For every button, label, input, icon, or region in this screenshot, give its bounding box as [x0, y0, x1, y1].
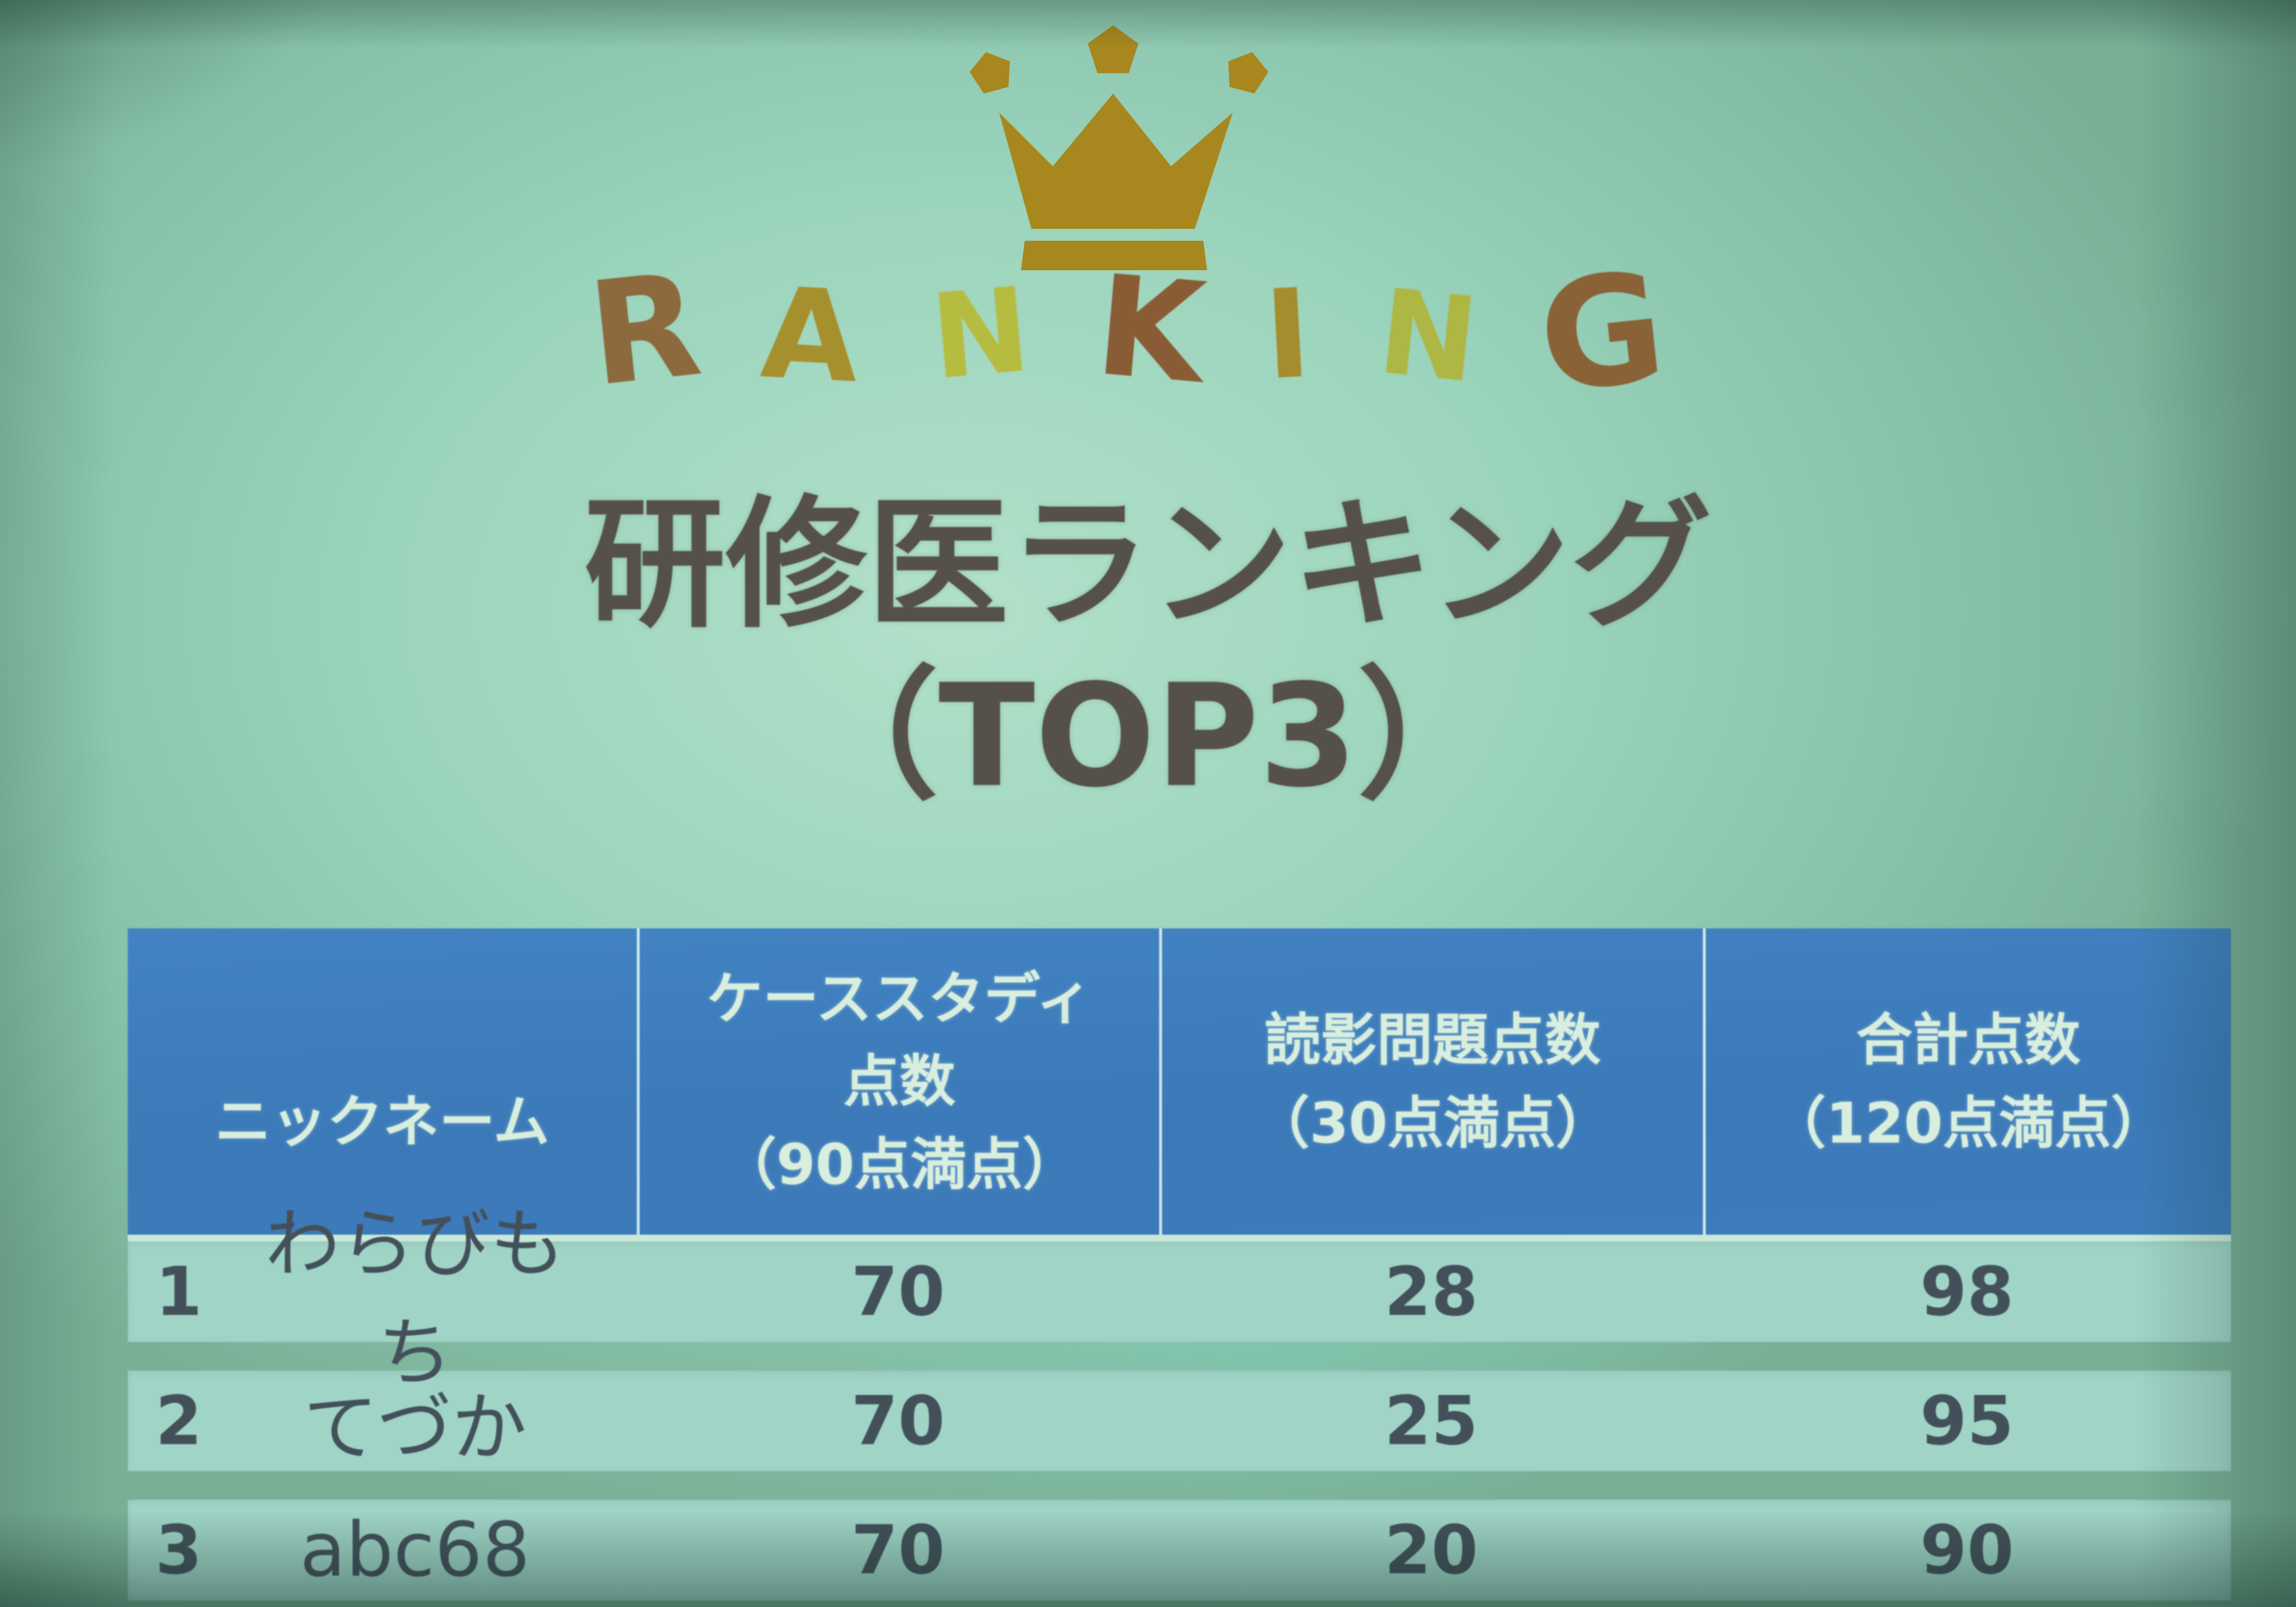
- column-header-case-study-score: ケーススタディ 点数 （90点満点）: [636, 928, 1160, 1235]
- case-study-score: 70: [851, 1252, 945, 1331]
- reading-score: 28: [1384, 1252, 1478, 1331]
- ranking-letter-n2: N: [1372, 264, 1486, 409]
- header-line: ニックネーム: [215, 1089, 550, 1155]
- title-line-2: （TOP3）: [797, 653, 1499, 819]
- ranking-letter-n1: N: [926, 261, 1038, 406]
- table-row-2: 2 てづか 70 25 95: [128, 1371, 2231, 1472]
- total-score: 95: [1920, 1381, 2014, 1460]
- header-line: 点数: [843, 1049, 956, 1115]
- ranking-letter-k: K: [1090, 245, 1214, 415]
- ranking-letter-r: R: [581, 241, 711, 418]
- title-line-1: 研修医ランキング: [584, 482, 1712, 647]
- total-score: 90: [1920, 1511, 2014, 1589]
- nickname: abc68: [300, 1506, 530, 1594]
- crown-icon: [970, 25, 1268, 270]
- slide-title: 研修医ランキング （TOP3）: [0, 480, 2296, 822]
- column-header-reading-score: 読影問題点数 （30点満点）: [1159, 928, 1703, 1235]
- reading-score: 20: [1384, 1511, 1478, 1589]
- total-score: 98: [1920, 1252, 2014, 1331]
- header-line: 合計点数: [1856, 1007, 2081, 1073]
- ranking-letter-i: I: [1261, 262, 1317, 407]
- reading-score: 25: [1384, 1381, 1478, 1460]
- header-line: （120点満点）: [1769, 1090, 2167, 1156]
- case-study-score: 70: [851, 1381, 945, 1460]
- header-line: ケーススタディ: [707, 965, 1093, 1031]
- crown-body: [999, 94, 1233, 229]
- header-line: （90点満点）: [720, 1131, 1079, 1197]
- ranking-table: ニックネーム ケーススタディ 点数 （90点満点） 読影問題点数 （30点満点）…: [128, 928, 2231, 1600]
- crown-gem-left: [970, 52, 1010, 94]
- table-row-3: 3 abc68 70 20 90: [128, 1500, 2231, 1600]
- column-header-total-score: 合計点数 （120点満点）: [1703, 928, 2231, 1235]
- case-study-score: 70: [851, 1511, 945, 1589]
- ranking-letter-a: A: [757, 260, 865, 411]
- table-row-1: 1 わらびもち 70 28 98: [128, 1201, 2231, 1397]
- crown-gem-middle: [1087, 25, 1139, 74]
- rank-number: 1: [155, 1252, 202, 1331]
- ranking-letter-g: G: [1531, 238, 1676, 427]
- header-line: （30点満点）: [1253, 1090, 1612, 1156]
- ranking-logo: R A N K I N G: [0, 239, 2296, 427]
- nickname-cell: 3 abc68: [128, 1506, 637, 1594]
- header-line: 読影問題点数: [1264, 1007, 1601, 1073]
- rank-number: 3: [155, 1511, 202, 1589]
- rank-number: 2: [155, 1381, 202, 1460]
- crown-gem-right: [1228, 52, 1268, 94]
- nickname-cell: 2 てづか: [128, 1367, 637, 1475]
- nickname: てづか: [303, 1384, 527, 1472]
